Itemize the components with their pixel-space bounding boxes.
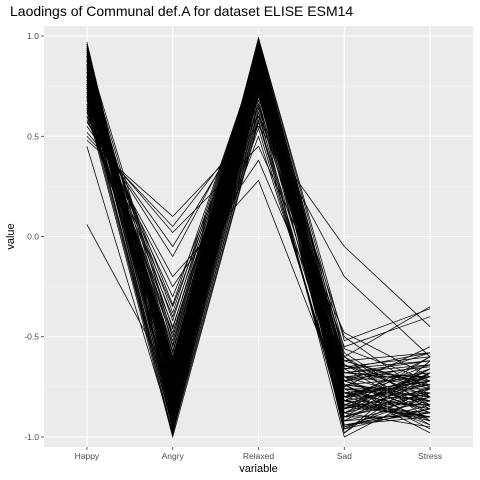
series-line [86,39,431,398]
y-tick-label: 0.0 [27,232,39,242]
series-line [86,70,431,410]
series-line [86,132,431,378]
series-line [86,76,431,436]
x-tick-label: Relaxed [243,451,274,461]
series-line [86,116,431,388]
series-line [86,59,431,397]
series-line [86,59,431,422]
x-tick-label: Sad [337,451,352,461]
y-axis-title: value [5,223,17,249]
chart-title: Laodings of Communal def.A for dataset E… [10,3,354,19]
series-line [86,86,431,411]
x-tick-label: Angry [162,451,185,461]
series-line [86,105,431,348]
series-line [86,47,431,434]
x-tick-label: Stress [418,451,442,461]
series-line [86,52,431,414]
series-line [86,43,431,405]
y-tick-label: 0.5 [27,131,39,141]
y-tick-label: 1.0 [27,31,39,41]
series-line [86,125,431,327]
series-line [86,112,431,418]
series-line [86,40,431,422]
series-line [86,104,431,387]
y-tick-label: -0.5 [24,332,39,342]
series-line [86,55,431,426]
series-line [86,48,431,398]
series-line [86,100,431,402]
x-axis-title: variable [239,463,278,475]
series-line [86,108,431,439]
y-tick-label: -1.0 [24,432,39,442]
x-tick-label: Happy [75,451,100,461]
series-line [86,68,431,430]
series-line [86,44,431,382]
